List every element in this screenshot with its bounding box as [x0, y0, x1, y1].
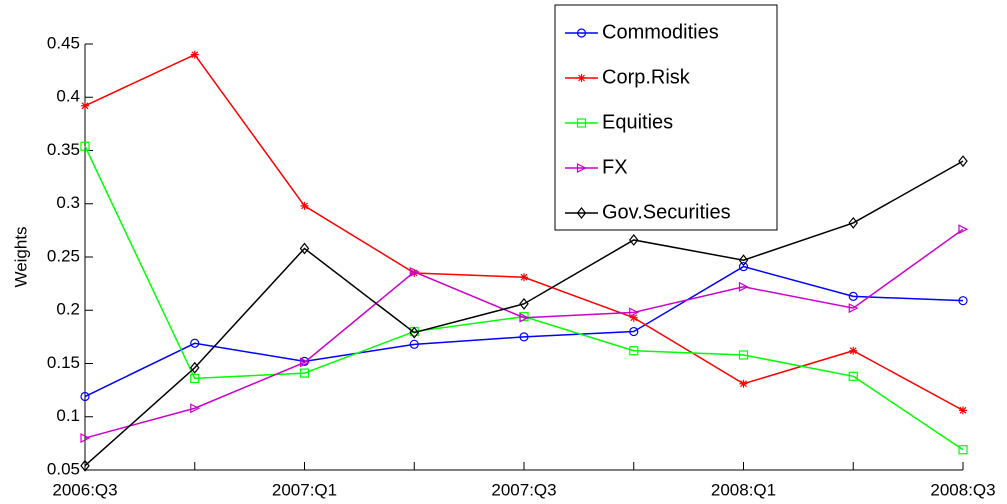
marker [519, 332, 529, 342]
marker [519, 297, 529, 310]
marker [190, 403, 201, 414]
legend-label: Equities [602, 111, 673, 133]
series-line [84, 160, 964, 467]
marker [738, 350, 749, 360]
marker [959, 406, 967, 415]
legend-box [554, 4, 778, 231]
marker [190, 373, 200, 384]
marker [849, 346, 858, 355]
x-tick-label: 2008:Q3 [930, 480, 995, 499]
y-tick-label: 0.35 [47, 140, 80, 159]
marker [80, 141, 90, 151]
y-tick-label: 0.15 [47, 353, 80, 372]
marker [958, 155, 968, 168]
series-line [84, 145, 964, 451]
marker [629, 326, 639, 337]
marker [519, 312, 530, 323]
marker [739, 379, 748, 388]
marker [576, 118, 587, 128]
legend: Commodities Corp.Risk Equities FX Gov.Securi… [554, 4, 778, 231]
marker [577, 74, 586, 82]
marker [848, 371, 858, 381]
marker [190, 338, 200, 348]
marker [80, 433, 91, 444]
marker [738, 254, 749, 267]
y-tick-label: 0.2 [56, 300, 80, 319]
y-tick-label: 0.25 [47, 246, 80, 265]
legend-label: Gov.Securities [602, 201, 731, 223]
y-tick-label: 0.05 [47, 459, 80, 478]
y-axis-label: Weights [11, 226, 30, 287]
marker [576, 28, 587, 38]
marker [520, 273, 528, 282]
marker [190, 50, 199, 59]
legend-label: Corp.Risk [602, 66, 691, 88]
x-tick-label: 2007:Q1 [272, 480, 337, 499]
marker [409, 339, 419, 349]
marker [80, 391, 90, 402]
marker [576, 207, 587, 219]
series-line [84, 53, 964, 412]
marker [80, 459, 90, 472]
marker [848, 303, 859, 314]
x-tick-label: 2007:Q3 [491, 480, 556, 499]
marker [958, 445, 968, 455]
y-tick-label: 0.45 [47, 33, 80, 52]
series-line [84, 228, 964, 439]
legend-label: Commodities [602, 21, 719, 43]
marker [738, 261, 749, 272]
marker [738, 281, 749, 292]
x-tick-label: 2008:Q1 [711, 480, 776, 499]
marker [81, 101, 89, 110]
y-tick-label: 0.4 [56, 87, 80, 106]
marker [300, 201, 309, 210]
marker [629, 346, 639, 356]
legend-label: FX [602, 156, 628, 178]
marker [848, 291, 858, 302]
marker [628, 233, 639, 246]
x-tick-label: 2006:Q3 [52, 480, 117, 499]
marker [958, 224, 969, 235]
marker [409, 326, 420, 339]
y-tick-label: 0.3 [56, 193, 80, 212]
marker [299, 242, 310, 255]
marker [848, 216, 859, 229]
marker [629, 307, 640, 318]
marker [576, 163, 587, 173]
marker [189, 361, 200, 374]
marker [958, 296, 968, 306]
series-line [84, 265, 964, 398]
y-tick-label: 0.1 [56, 406, 80, 425]
marker [299, 357, 310, 368]
marker [410, 268, 419, 277]
marker [629, 313, 638, 322]
marker [409, 266, 420, 277]
marker [299, 368, 310, 378]
